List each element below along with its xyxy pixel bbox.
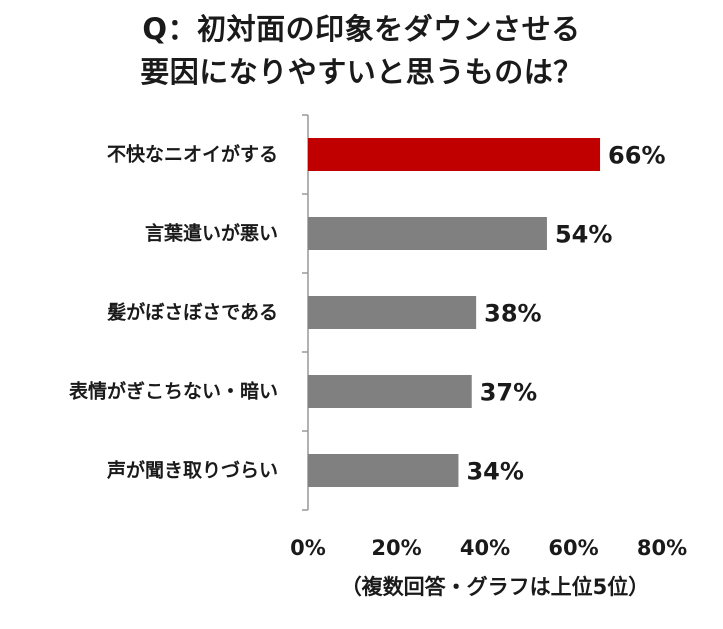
bar [308, 454, 459, 487]
x-tick-label: 60% [548, 536, 598, 560]
x-tick-label: 0% [290, 536, 326, 560]
value-label: 38% [484, 300, 541, 328]
value-label: 66% [608, 142, 665, 170]
chart-footnote: （複数回答・グラフは上位5位） [340, 575, 650, 599]
chart-title: Q：初対面の印象をダウンさせる 要因になりやすいと思うものは？ [0, 8, 723, 94]
bar [308, 217, 547, 250]
chart-title-line-2: 要因になりやすいと思うものは？ [140, 55, 583, 89]
value-label: 54% [555, 221, 612, 249]
value-label: 37% [480, 379, 537, 407]
bar [308, 296, 477, 329]
category-label: 言葉遣いが悪い [145, 222, 278, 245]
category-label: 髪がぼさぼさである [106, 301, 278, 324]
bar [308, 375, 472, 408]
x-tick-label: 40% [460, 536, 510, 560]
bar [308, 138, 601, 171]
x-tick-label: 20% [371, 536, 421, 560]
category-label: 声が聞き取りづらい [106, 459, 278, 482]
chart-title-line-1: Q：初対面の印象をダウンさせる [142, 12, 581, 46]
x-tick-label: 80% [637, 536, 687, 560]
category-label: 不快なニオイがする [107, 143, 278, 166]
category-label: 表情がぎこちない・暗い [69, 380, 278, 403]
value-label: 34% [466, 458, 523, 486]
